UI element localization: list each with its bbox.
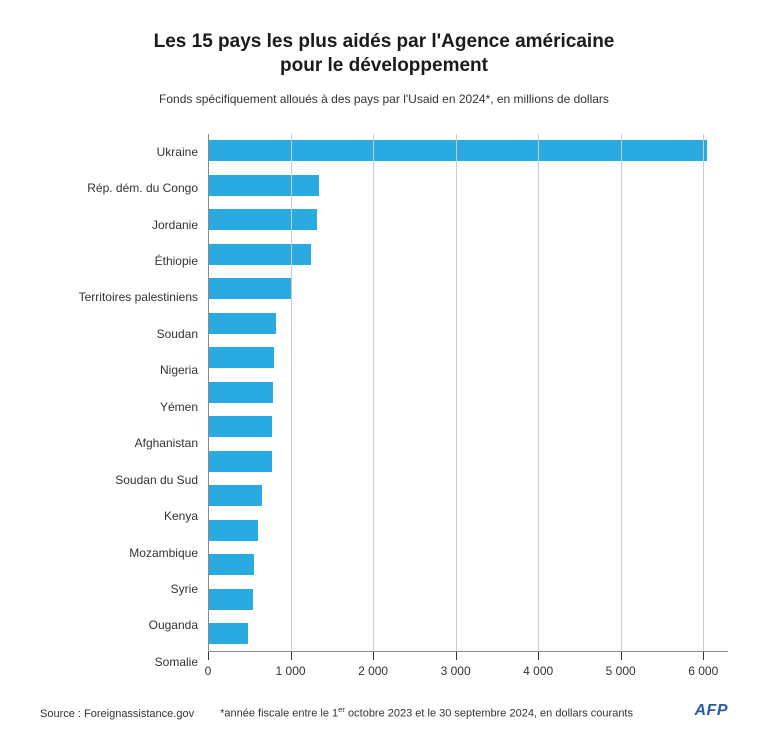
title-line-1: Les 15 pays les plus aidés par l'Agence … bbox=[154, 31, 615, 52]
x-tick bbox=[621, 652, 622, 660]
y-category-label: Syrie bbox=[40, 571, 208, 607]
bar-row bbox=[208, 513, 728, 548]
bar-row bbox=[208, 168, 728, 203]
x-tick bbox=[538, 652, 539, 660]
bar bbox=[208, 485, 262, 506]
bar-row bbox=[208, 237, 728, 272]
bar-row bbox=[208, 410, 728, 445]
x-tick-label: 3 000 bbox=[441, 664, 471, 678]
bar bbox=[208, 416, 272, 437]
x-tick-label: 5 000 bbox=[606, 664, 636, 678]
bar-row bbox=[208, 479, 728, 514]
bar-row bbox=[208, 272, 728, 307]
x-tick-label: 0 bbox=[205, 664, 212, 678]
bar-row bbox=[208, 306, 728, 341]
bar bbox=[208, 278, 291, 299]
source-text: Source : Foreignassistance.gov bbox=[40, 708, 194, 720]
chart-footer: Source : Foreignassistance.gov *année fi… bbox=[40, 702, 728, 720]
bar bbox=[208, 589, 253, 610]
chart-container: Les 15 pays les plus aidés par l'Agence … bbox=[0, 0, 768, 740]
chart-title: Les 15 pays les plus aidés par l'Agence … bbox=[40, 30, 728, 78]
bar bbox=[208, 140, 707, 161]
chart-area: UkraineRép. dém. du CongoJordanieÉthiopi… bbox=[40, 134, 728, 681]
y-category-label: Rép. dém. du Congo bbox=[40, 170, 208, 206]
afp-logo: AFP bbox=[695, 702, 729, 720]
bar-row bbox=[208, 444, 728, 479]
bar-row bbox=[208, 548, 728, 583]
x-tick-label: 2 000 bbox=[358, 664, 388, 678]
x-tick bbox=[456, 652, 457, 660]
title-line-2: pour le développement bbox=[280, 55, 488, 76]
x-axis: 0 1 000 2 000 3 000 4 000 5 000 6 000 bbox=[208, 652, 728, 680]
y-category-label: Ukraine bbox=[40, 134, 208, 170]
bar-row bbox=[208, 582, 728, 617]
bar-row bbox=[208, 341, 728, 376]
plot-area: 0 1 000 2 000 3 000 4 000 5 000 6 000 bbox=[208, 134, 728, 681]
x-tick-label: 4 000 bbox=[523, 664, 553, 678]
bar bbox=[208, 554, 254, 575]
x-tick-label: 6 000 bbox=[688, 664, 718, 678]
x-tick bbox=[703, 652, 704, 660]
y-category-label: Jordanie bbox=[40, 206, 208, 242]
bar-row bbox=[208, 617, 728, 652]
bar bbox=[208, 175, 319, 196]
y-category-label: Territoires palestiniens bbox=[40, 279, 208, 315]
y-category-label: Kenya bbox=[40, 498, 208, 534]
y-category-label: Somalie bbox=[40, 644, 208, 680]
bar bbox=[208, 313, 276, 334]
y-category-label: Mozambique bbox=[40, 534, 208, 570]
bar-row bbox=[208, 134, 728, 169]
x-tick-label: 1 000 bbox=[276, 664, 306, 678]
y-category-label: Soudan bbox=[40, 316, 208, 352]
bar bbox=[208, 244, 311, 265]
y-category-label: Afghanistan bbox=[40, 425, 208, 461]
y-category-label: Ouganda bbox=[40, 607, 208, 643]
bar-row bbox=[208, 375, 728, 410]
y-category-label: Nigeria bbox=[40, 352, 208, 388]
chart-subtitle: Fonds spécifiquement alloués à des pays … bbox=[40, 92, 728, 106]
x-tick bbox=[373, 652, 374, 660]
y-category-label: Éthiopie bbox=[40, 243, 208, 279]
bar bbox=[208, 451, 272, 472]
bar bbox=[208, 520, 258, 541]
y-category-label: Yémen bbox=[40, 389, 208, 425]
footnote: *année fiscale entre le 1er octobre 2023… bbox=[220, 705, 633, 720]
bar bbox=[208, 382, 273, 403]
bar bbox=[208, 623, 248, 644]
bar-row bbox=[208, 203, 728, 238]
y-category-label: Soudan du Sud bbox=[40, 461, 208, 497]
footer-left: Source : Foreignassistance.gov *année fi… bbox=[40, 705, 633, 720]
bar bbox=[208, 347, 274, 368]
x-tick bbox=[208, 652, 209, 660]
x-tick bbox=[291, 652, 292, 660]
y-axis-labels: UkraineRép. dém. du CongoJordanieÉthiopi… bbox=[40, 134, 208, 681]
bars-region bbox=[208, 134, 728, 653]
bar bbox=[208, 209, 317, 230]
